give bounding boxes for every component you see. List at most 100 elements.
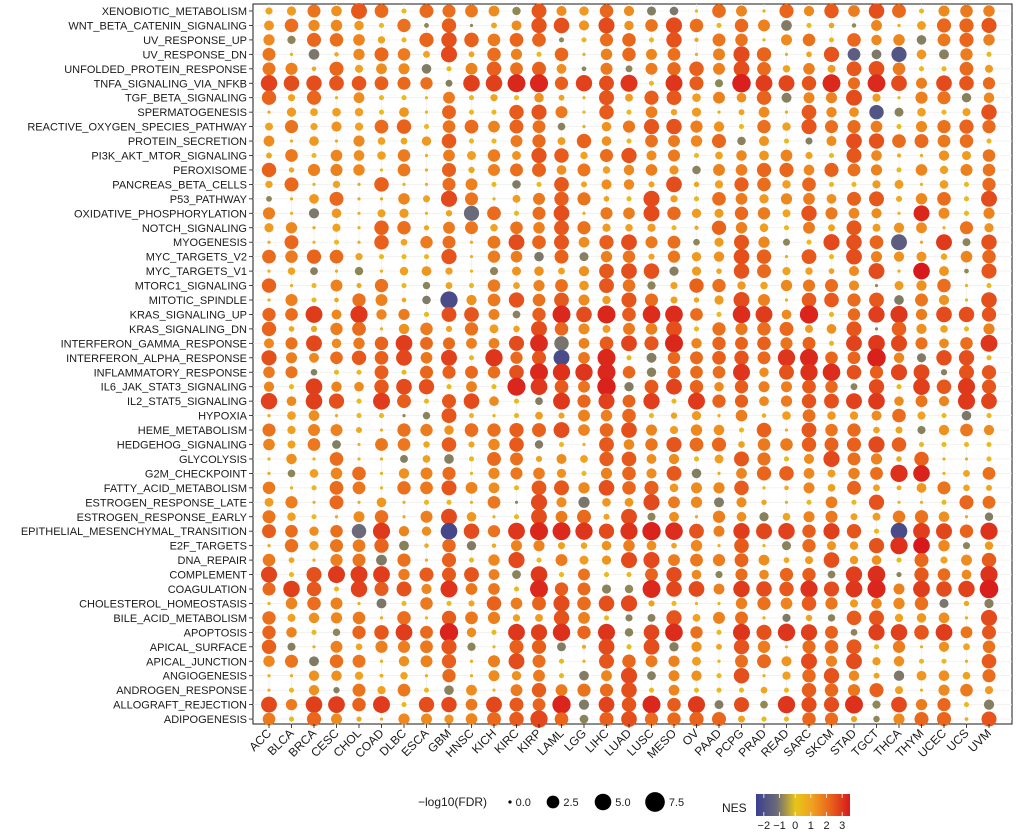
dot [353, 135, 365, 147]
dot [940, 556, 948, 564]
dot [937, 119, 951, 134]
dot [465, 713, 478, 725]
dot [806, 51, 812, 58]
dot [442, 365, 456, 379]
dot [309, 526, 319, 536]
dot [717, 659, 721, 663]
dot [488, 482, 500, 494]
dot [558, 37, 565, 43]
y-tick-label: G2M_CHECKPOINT [145, 468, 247, 480]
dot [626, 196, 632, 202]
dot [288, 167, 295, 173]
dot [737, 281, 746, 290]
dot [312, 226, 316, 230]
dot [734, 177, 749, 192]
dot [288, 572, 295, 578]
dot [692, 93, 701, 102]
dot [442, 538, 456, 553]
dot [985, 484, 993, 491]
dot [665, 334, 683, 353]
dot [466, 294, 477, 306]
dot [599, 712, 614, 727]
dot [734, 350, 749, 365]
dot [623, 322, 635, 335]
dot [508, 335, 525, 351]
dot [487, 655, 501, 668]
dot [397, 481, 411, 495]
dot [468, 355, 475, 361]
dot [733, 263, 750, 279]
dot [803, 5, 815, 17]
dot [891, 234, 907, 251]
dot [441, 654, 457, 669]
dot [825, 207, 838, 220]
dot [713, 482, 725, 494]
dot [986, 413, 992, 419]
x-tick-label: KIRC [491, 726, 521, 756]
dot [871, 598, 882, 609]
dot [868, 61, 885, 77]
dot [957, 378, 976, 396]
dot [260, 392, 278, 410]
dot [355, 643, 363, 651]
dot [690, 424, 703, 436]
dot [846, 89, 862, 106]
dot [597, 348, 616, 367]
dot [262, 249, 276, 264]
dot [423, 124, 430, 130]
dot [289, 486, 294, 490]
dot [261, 696, 277, 713]
y-tick-label: UV_RESPONSE_DN [142, 49, 247, 61]
dot [936, 379, 952, 394]
y-tick-label: APICAL_SURFACE [150, 642, 247, 654]
dot [555, 279, 568, 292]
dot [354, 107, 364, 117]
dot [577, 582, 591, 596]
dot [374, 625, 389, 640]
dot [510, 48, 523, 60]
dot [848, 5, 860, 17]
dot [419, 32, 434, 48]
dot [535, 613, 543, 622]
dot [468, 283, 475, 289]
dot [444, 685, 454, 695]
dot [624, 628, 634, 637]
dot [893, 597, 905, 610]
dot [356, 427, 362, 434]
dot [762, 38, 766, 42]
dot [558, 658, 565, 664]
dot [396, 378, 412, 395]
dot [262, 423, 276, 437]
dot [828, 311, 835, 318]
dot [871, 150, 882, 161]
dot [893, 251, 905, 262]
dot [938, 511, 950, 523]
dot [716, 643, 722, 650]
dot [487, 279, 501, 292]
dot [980, 565, 998, 584]
dot [713, 525, 725, 537]
dot [398, 323, 410, 335]
dot [531, 350, 547, 365]
y-tick-label: FATTY_ACID_METABOLISM [104, 483, 247, 495]
dot [289, 283, 294, 288]
dot [644, 336, 659, 351]
dot [688, 581, 705, 597]
dot [420, 640, 433, 654]
dot [469, 674, 474, 678]
dot [424, 96, 429, 100]
dot [981, 292, 997, 308]
dot [827, 64, 836, 73]
dot [939, 266, 949, 277]
dot [872, 700, 881, 709]
dot [981, 552, 997, 568]
dot [329, 191, 344, 206]
dot [579, 280, 589, 291]
dot [713, 251, 725, 262]
dot [712, 192, 726, 206]
dot [873, 528, 880, 534]
dot [533, 222, 545, 234]
dot [755, 74, 773, 92]
dot [420, 77, 433, 90]
dot [488, 163, 500, 176]
